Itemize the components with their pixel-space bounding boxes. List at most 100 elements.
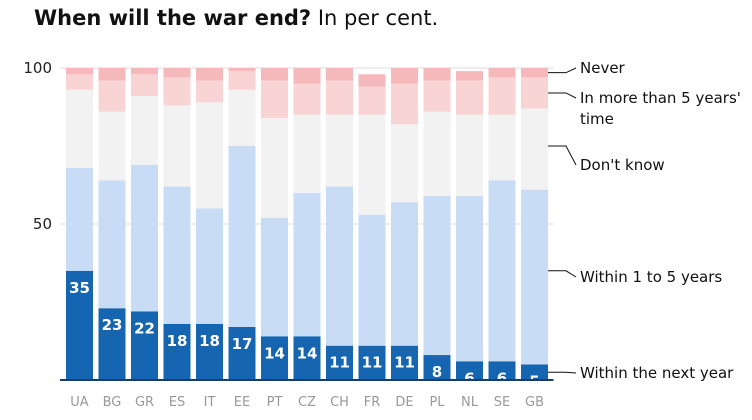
chart-title: When will the war end? In per cent. [34, 6, 438, 30]
bar-segment [358, 214, 386, 346]
bar-segment [196, 68, 223, 81]
bar-segment [456, 114, 483, 196]
bar-segment [521, 189, 548, 365]
bar-segment [391, 202, 418, 346]
bar-segment [131, 164, 158, 312]
bar-segment [228, 89, 256, 146]
chart-title-light: In per cent. [317, 6, 439, 30]
bar-segment [196, 102, 223, 209]
bar-segment [66, 270, 93, 380]
x-tick-label: PT [267, 395, 283, 410]
data-label: 11 [362, 354, 383, 372]
data-label: 17 [232, 335, 253, 353]
bar-segment [293, 83, 321, 115]
bar-segment [423, 195, 451, 356]
data-label: 11 [394, 354, 415, 372]
bar-segment [163, 77, 191, 106]
data-label: 6 [464, 369, 474, 387]
bar-segment [358, 86, 386, 115]
bar-segment [293, 192, 321, 337]
bar-segment [98, 68, 126, 81]
bar-segment [131, 96, 158, 165]
bar-segment [98, 80, 126, 112]
bar-segment [326, 68, 353, 81]
x-tick-label: NL [461, 395, 479, 410]
x-tick-label: GR [135, 395, 154, 410]
legend-label: Within the next year [580, 364, 734, 382]
data-label: 14 [264, 344, 285, 362]
bar-segment [326, 114, 353, 187]
bar-segment [358, 345, 386, 380]
bar-segment [228, 71, 256, 90]
bar-segment [293, 68, 321, 84]
data-label: 22 [134, 319, 155, 337]
legend-leader-line [548, 371, 577, 374]
bar-segment [423, 355, 451, 380]
bar-segment [521, 68, 548, 78]
data-label: 18 [199, 332, 220, 350]
x-tick-label: SE [494, 395, 510, 410]
legend-leader-line [548, 145, 577, 166]
bar-segment [98, 180, 126, 309]
bar-segment [326, 345, 353, 380]
x-tick-label: GB [525, 395, 544, 410]
bar-segment [358, 74, 386, 87]
bar-segment [488, 114, 516, 181]
bar-segment [456, 71, 483, 81]
data-label: 8 [432, 363, 442, 381]
bar-segment [261, 336, 288, 380]
bar-segment [326, 186, 353, 346]
bar-segment [66, 89, 93, 168]
legend-label: Don't know [580, 156, 665, 174]
data-label: 14 [297, 344, 318, 362]
y-tick-label: 100 [23, 59, 52, 77]
x-tick-label: IT [204, 395, 216, 410]
bar-segment [196, 323, 223, 380]
bar-segment [163, 186, 191, 324]
bar-segment [261, 117, 288, 218]
bar-segment [456, 195, 483, 362]
x-tick-label: ES [169, 395, 185, 410]
x-tick-label: DE [395, 395, 413, 410]
x-tick-label: CZ [298, 395, 316, 410]
data-label: 18 [167, 332, 188, 350]
data-label: 35 [69, 279, 90, 297]
bar-segment [131, 74, 158, 97]
bar-segment [228, 326, 256, 380]
bar-segment [293, 336, 321, 380]
chart-title-bold: When will the war end? [34, 6, 312, 30]
legend-label: Within 1 to 5 years [580, 268, 722, 286]
bar-segment [456, 80, 483, 115]
bar-segment [521, 364, 548, 380]
bar-segment [163, 68, 191, 78]
bar-segment [358, 114, 386, 215]
bar-segment [228, 68, 256, 72]
bar-segment [228, 146, 256, 327]
bar-segment [98, 308, 126, 380]
y-tick-label: 50 [33, 215, 52, 233]
bar-segment [423, 68, 451, 81]
bar-segment [391, 68, 418, 84]
bar-segment [488, 77, 516, 115]
bar-segment [196, 80, 223, 103]
legend-label: time [580, 110, 614, 128]
bar-segment [488, 361, 516, 380]
bar-segment [196, 208, 223, 324]
bar-segment [293, 114, 321, 193]
bar-segment [261, 80, 288, 118]
bar-segment [66, 74, 93, 90]
x-tick-label: PL [429, 395, 445, 410]
bar-segment [326, 80, 353, 115]
bar-segment [261, 217, 288, 337]
bar-segment [456, 361, 483, 380]
x-tick-label: UA [70, 395, 89, 410]
bar-segment [391, 345, 418, 380]
bar-segment [131, 311, 158, 380]
legend-leader-line [548, 67, 577, 74]
bar-segment [391, 83, 418, 125]
bar-segment [98, 111, 126, 181]
x-tick-label: FR [364, 395, 381, 410]
x-tick-label: EE [234, 395, 250, 410]
x-tick-label: BG [103, 395, 122, 410]
